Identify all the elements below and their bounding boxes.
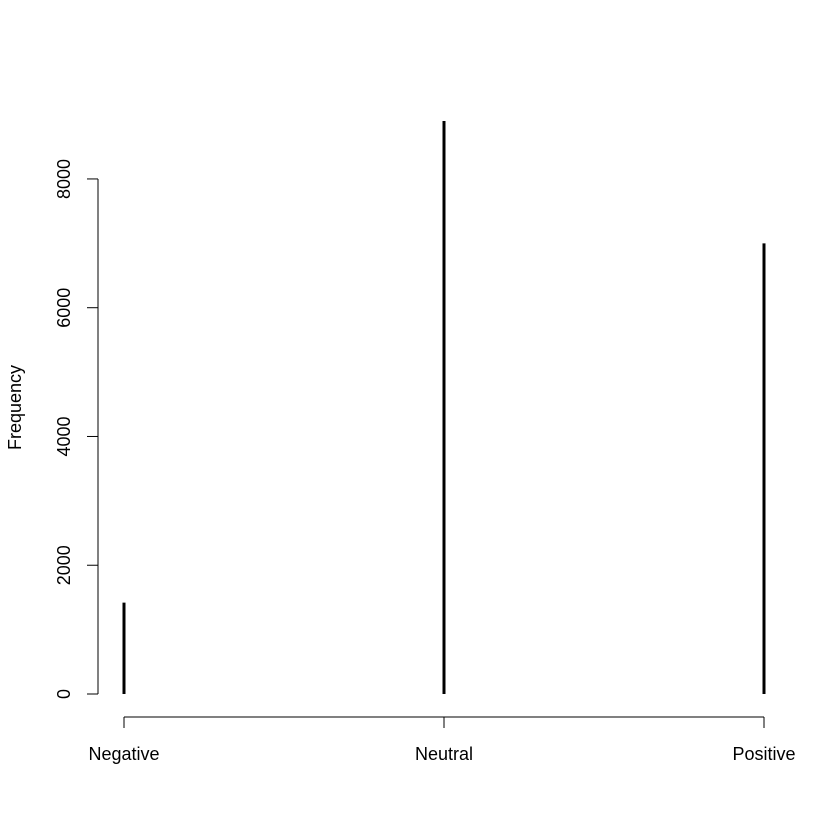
y-tick-label: 2000 xyxy=(54,545,74,585)
bar-series xyxy=(122,121,766,694)
x-tick-label-positive: Positive xyxy=(732,744,795,764)
x-axis-ticks: Negative Neutral Positive xyxy=(88,717,796,764)
x-tick-label-neutral: Neutral xyxy=(415,744,473,764)
x-tick-label-negative: Negative xyxy=(88,744,159,764)
y-axis-ticks: 0 2000 4000 6000 8000 xyxy=(54,159,98,699)
y-tick-label: 0 xyxy=(54,689,74,699)
x-axis: Negative Neutral Positive xyxy=(88,716,796,764)
y-tick-label: 8000 xyxy=(54,159,74,199)
y-tick-label: 4000 xyxy=(54,416,74,456)
y-axis: 0 2000 4000 6000 8000 xyxy=(54,159,99,699)
y-tick-label: 6000 xyxy=(54,288,74,328)
y-axis-label: Frequency xyxy=(5,365,25,450)
